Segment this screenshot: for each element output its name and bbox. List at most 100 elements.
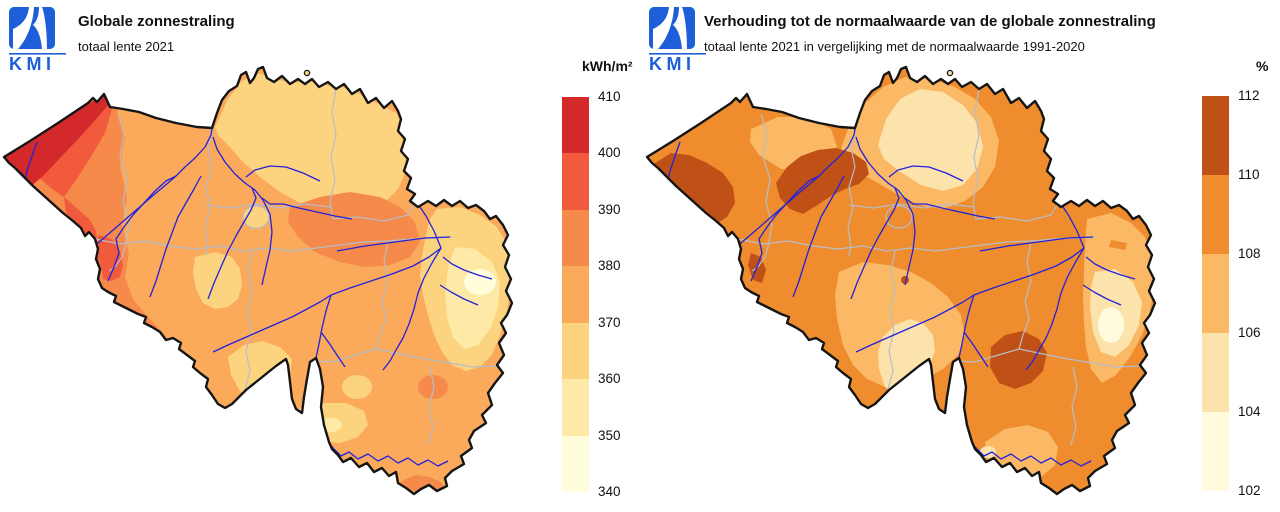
legend-unit-left: kWh/m²	[582, 58, 633, 74]
province-border	[316, 348, 377, 363]
belgium-map-svg	[645, 65, 1157, 496]
province-border	[329, 88, 337, 220]
province-border	[975, 204, 1058, 222]
enclave-dot	[946, 69, 954, 77]
region-band-1	[98, 235, 123, 281]
legend-bar-right	[1202, 96, 1229, 491]
region-band-4	[215, 73, 406, 215]
region-band-3	[980, 446, 996, 458]
kmi-logo-text: KMI	[649, 54, 696, 74]
enclave-dot	[303, 69, 311, 77]
region-band-5	[318, 418, 342, 432]
river	[958, 203, 1085, 359]
river	[212, 136, 273, 286]
river	[175, 128, 213, 177]
kmi-logo-icon: KMI	[9, 7, 66, 74]
legend-unit-right: %	[1256, 58, 1269, 74]
province-border	[204, 128, 214, 257]
legend-segment	[1202, 175, 1229, 254]
legend-tick: 106	[1238, 325, 1261, 340]
country-outline	[2, 65, 514, 496]
province-border	[375, 241, 389, 350]
legend-tick: 370	[598, 314, 621, 330]
river	[855, 294, 975, 353]
province-border	[205, 203, 332, 209]
legend-tick: 350	[598, 427, 621, 443]
belgium-map-left	[0, 57, 560, 507]
river	[818, 128, 856, 177]
region-band-6	[464, 269, 496, 295]
legend-tick: 340	[598, 484, 621, 499]
river	[439, 284, 479, 306]
legend-segment	[562, 379, 589, 436]
legend-segment	[562, 209, 589, 267]
river	[888, 165, 964, 182]
legend-tick: 390	[598, 201, 621, 217]
region-band-0	[1071, 143, 1083, 152]
legend-tick: 110	[1238, 167, 1260, 182]
region-band-1	[1109, 240, 1127, 250]
legend-segment	[1202, 412, 1229, 491]
province-border	[427, 366, 435, 446]
legend-tick: 102	[1238, 483, 1261, 498]
legend-tick: 380	[598, 258, 621, 274]
river	[320, 331, 346, 368]
legend-segment	[562, 97, 589, 154]
river	[149, 175, 202, 298]
legend-tick: 104	[1238, 404, 1261, 419]
legend-tick: 360	[598, 371, 621, 387]
province-border	[108, 256, 123, 272]
region-band-4	[1098, 307, 1124, 343]
province-border	[332, 204, 415, 222]
province-border	[244, 250, 253, 404]
belgium-map-svg	[2, 65, 514, 496]
legend-tick: 108	[1238, 246, 1261, 261]
river	[212, 294, 332, 353]
province-border	[885, 205, 913, 229]
country-outline	[645, 65, 1157, 496]
belgium-map-right	[643, 57, 1203, 507]
river	[792, 175, 845, 298]
river	[85, 175, 177, 254]
river	[850, 187, 900, 300]
kmi-logo-text: KMI	[9, 54, 56, 74]
river	[336, 236, 451, 252]
province-border	[737, 236, 1096, 252]
river	[750, 175, 820, 282]
panel-title-left: Globale zonnestraling	[78, 13, 235, 30]
river	[442, 256, 493, 280]
region-band-0	[990, 331, 1047, 389]
province-border	[1070, 366, 1078, 446]
legend-ticks-right: 112 110 108 106 104 102	[1238, 89, 1280, 498]
province-border	[242, 205, 270, 229]
legend-tick: 112	[1238, 88, 1260, 103]
province-border	[375, 348, 498, 368]
river	[855, 136, 916, 286]
legend-ticks-left: 410 400 390 380 370 360 350 340	[598, 90, 642, 499]
province-border	[887, 250, 896, 404]
river	[963, 331, 989, 368]
legend-tick: 410	[598, 89, 621, 104]
legend-segment	[1202, 96, 1229, 175]
province-border	[1018, 241, 1032, 350]
river	[107, 175, 177, 282]
region-band-0	[4, 94, 109, 199]
panel-title-right: Verhouding tot de normaalwaarde van de g…	[704, 13, 1156, 30]
province-border	[972, 88, 980, 220]
kmi-logo-icon: KMI	[649, 7, 706, 74]
legend-segment	[562, 435, 589, 492]
legend-segment	[562, 266, 589, 323]
river	[904, 197, 996, 220]
river	[728, 175, 820, 254]
legend-segment	[562, 153, 589, 210]
river	[979, 236, 1094, 252]
legend-segment	[1202, 254, 1229, 333]
panel-subtitle-left: totaal lente 2021	[78, 39, 175, 54]
legend-bar-left	[562, 97, 589, 492]
river	[382, 247, 442, 371]
region-band-4	[193, 252, 242, 309]
province-border	[847, 128, 857, 257]
region-band-0	[776, 148, 869, 214]
province-border	[1018, 348, 1141, 368]
